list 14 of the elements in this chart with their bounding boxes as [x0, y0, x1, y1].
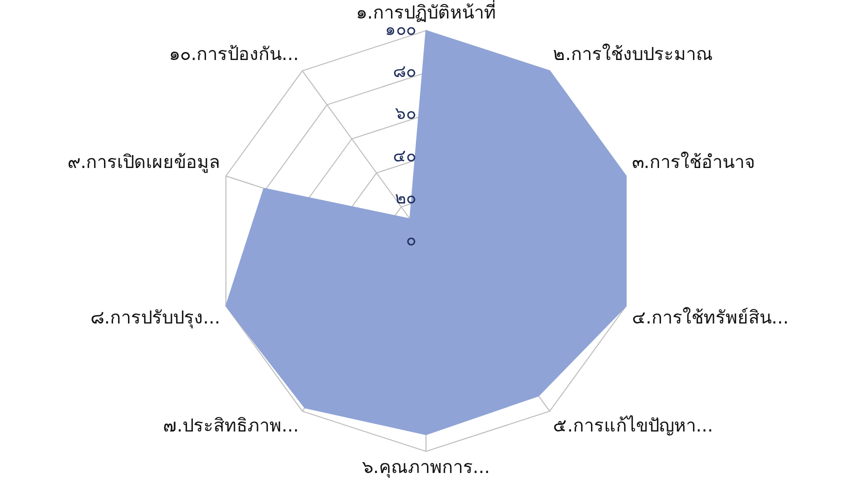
y-tick-label: ๘๐: [393, 62, 416, 82]
spoke-label: ๑๐.การป้องกัน...: [168, 44, 299, 65]
spoke-label: ๔.การใช้ทรัพย์สิน...: [632, 306, 789, 328]
y-tick-label: ๖๐: [395, 104, 416, 124]
spoke-label: ๙.การเปิดเผยข้อมูล: [67, 152, 220, 173]
spoke-label: ๓.การใช้อำนาจ: [632, 151, 756, 173]
y-tick-label: ๒๐: [395, 188, 416, 208]
y-tick-label: ๐: [406, 230, 416, 250]
y-tick-label: ๔๐: [393, 146, 416, 166]
spoke-label: ๗.ประสิทธิภาพ...: [162, 416, 299, 437]
spoke-label: ๖.คุณภาพการ...: [362, 456, 490, 478]
spoke-label: ๘.การปรับปรุง...: [90, 307, 220, 328]
spoke-label: ๕.การแก้ไขปัญหา...: [553, 414, 714, 437]
spoke-label: ๒.การใช้งบประมาณ: [553, 42, 713, 65]
